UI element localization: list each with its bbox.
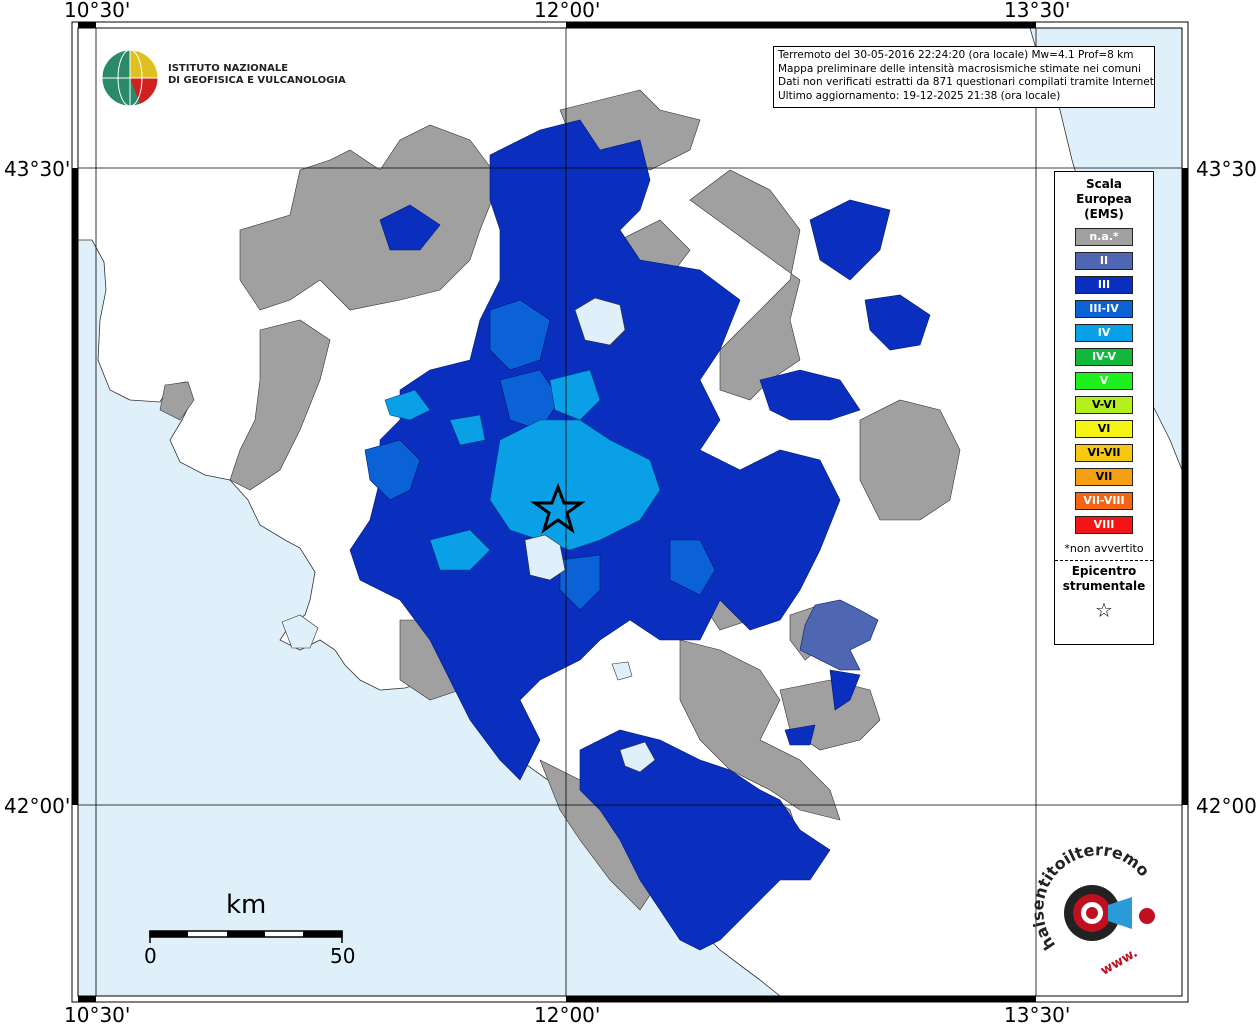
legend-item-9: VI-VII [1075, 444, 1133, 462]
legend-item-2: III [1075, 276, 1133, 294]
info-line2: Mappa preliminare delle intensità macros… [778, 62, 1141, 75]
coord-right-4200: 42°00' [1196, 794, 1256, 818]
legend-item-3: III-IV [1075, 300, 1133, 318]
info-line1: Terremoto del 30-05-2016 22:24:20 (ora l… [778, 49, 1134, 61]
scale-min: 0 [144, 944, 157, 968]
lakes [281, 297, 656, 773]
legend-item-0: n.a.* [1075, 228, 1133, 246]
epicenter-star [530, 482, 586, 534]
legend-item-4: IV [1075, 324, 1133, 342]
coord-top-1030: 10°30' [64, 0, 130, 22]
coord-left-4330: 43°30' [4, 157, 70, 181]
coord-bottom-1030: 10°30' [64, 1003, 130, 1024]
legend-star-icon: ☆ [1095, 598, 1113, 622]
legend-title: Scala Europea (EMS) [1055, 177, 1153, 222]
haisentito-logo-icon [1064, 885, 1155, 941]
institute-name: ISTITUTO NAZIONALE DI GEOFISICA E VULCAN… [168, 63, 346, 87]
coord-left-4200: 42°00' [4, 794, 70, 818]
coord-bottom-1330: 13°30' [1004, 1003, 1070, 1024]
coord-bottom-1200: 12°00' [534, 1003, 600, 1024]
legend-item-12: VIII [1075, 516, 1133, 534]
legend-item-7: V-VI [1075, 396, 1133, 414]
map-frame [71, 21, 1189, 1003]
legend-item-8: VI [1075, 420, 1133, 438]
legend-item-10: VII [1075, 468, 1133, 486]
info-line4: Ultimo aggiornamento: 19-12-2025 21:38 (… [778, 89, 1061, 102]
legend-items: n.a.* II III III-IV IV IV-V V V-VI VI VI-VII VII VI… [1055, 228, 1153, 534]
legend-epicentro-line2: strumentale [1062, 579, 1146, 593]
info-box: Terremoto del 30-05-2016 22:24:20 (ora l… [773, 46, 1155, 108]
legend-separator [1055, 560, 1153, 561]
institute-line1: ISTITUTO NAZIONALE [168, 63, 289, 74]
legend-epicentro: Epicentro strumentale [1055, 564, 1153, 594]
institute-line2: DI GEOFISICA E VULCANOLOGIA [168, 75, 346, 86]
graticule [78, 28, 1182, 996]
region-ii [799, 599, 879, 671]
legend-item-11: VII-VIII [1075, 492, 1133, 510]
ingv-logo-icon [101, 49, 159, 107]
legend-item-5: IV-V [1075, 348, 1133, 366]
scale-unit: km [226, 890, 267, 920]
coord-top-1200: 12°00' [534, 0, 600, 22]
legend-epicentro-line1: Epicentro [1071, 564, 1137, 578]
region-iii-iv [364, 299, 716, 611]
legend-item-6: V [1075, 372, 1133, 390]
legend-title-line2: Europea [1076, 192, 1132, 206]
legend-note: *non avvertito [1064, 542, 1144, 555]
region-iv [384, 369, 661, 571]
info-line3: Dati non verificati estratti da 871 ques… [778, 76, 1155, 88]
legend: Scala Europea (EMS) n.a.* II III III-IV IV IV… [1054, 171, 1154, 645]
coord-right-4330: 43°30' [1196, 157, 1256, 181]
scale-max: 50 [330, 944, 356, 968]
scale-bar [149, 930, 343, 943]
coord-top-1330: 13°30' [1004, 0, 1070, 22]
legend-item-1: II [1075, 252, 1133, 270]
legend-title-line1: Scala [1085, 177, 1123, 191]
legend-title-line3: (EMS) [1084, 207, 1124, 221]
